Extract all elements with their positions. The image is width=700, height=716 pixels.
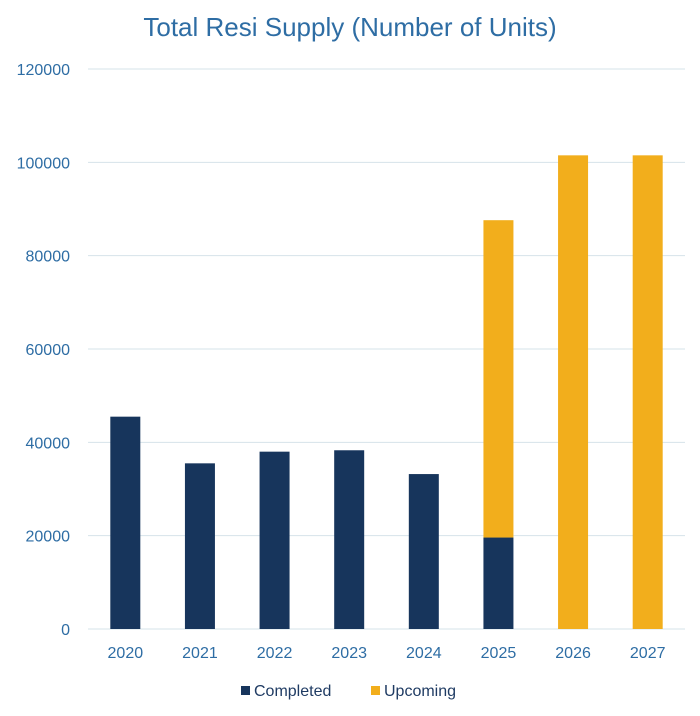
bar-upcoming-2026 [558,155,589,630]
grid-lines [88,68,685,630]
chart-title: Total Resi Supply (Number of Units) [143,12,556,42]
bar-completed-2021 [184,463,215,629]
bars [110,155,663,630]
x-tick-label: 2022 [257,645,293,662]
y-tick-label: 0 [61,622,70,639]
bar-completed-2025 [483,537,514,629]
legend-swatch-completed [241,686,250,695]
y-tick-label: 100000 [17,155,70,172]
y-tick-label: 60000 [26,342,71,359]
x-tick-label: 2023 [331,645,367,662]
x-axis-ticks: 2020 2021 2022 2023 2024 2025 2026 2027 [108,645,666,662]
legend: Completed Upcoming [241,683,456,700]
legend-label-upcoming: Upcoming [384,683,456,700]
x-tick-label: 2020 [108,645,144,662]
y-tick-label: 120000 [17,62,70,79]
bar-completed-2022 [259,451,290,629]
y-tick-label: 80000 [26,249,71,266]
legend-label-completed: Completed [254,683,331,700]
y-tick-label: 20000 [26,529,71,546]
x-tick-label: 2025 [481,645,517,662]
x-tick-label: 2027 [630,645,666,662]
legend-swatch-upcoming [371,686,380,695]
bar-upcoming-2025 [483,220,514,538]
bar-completed-2020 [110,416,141,629]
y-axis-ticks: 0 20000 40000 60000 80000 100000 120000 [17,62,70,639]
bar-upcoming-2027 [632,155,663,630]
x-tick-label: 2024 [406,645,442,662]
x-tick-label: 2026 [555,645,591,662]
bar-completed-2024 [408,474,439,629]
y-tick-label: 40000 [26,435,71,452]
bar-completed-2023 [334,450,365,629]
x-tick-label: 2021 [182,645,218,662]
